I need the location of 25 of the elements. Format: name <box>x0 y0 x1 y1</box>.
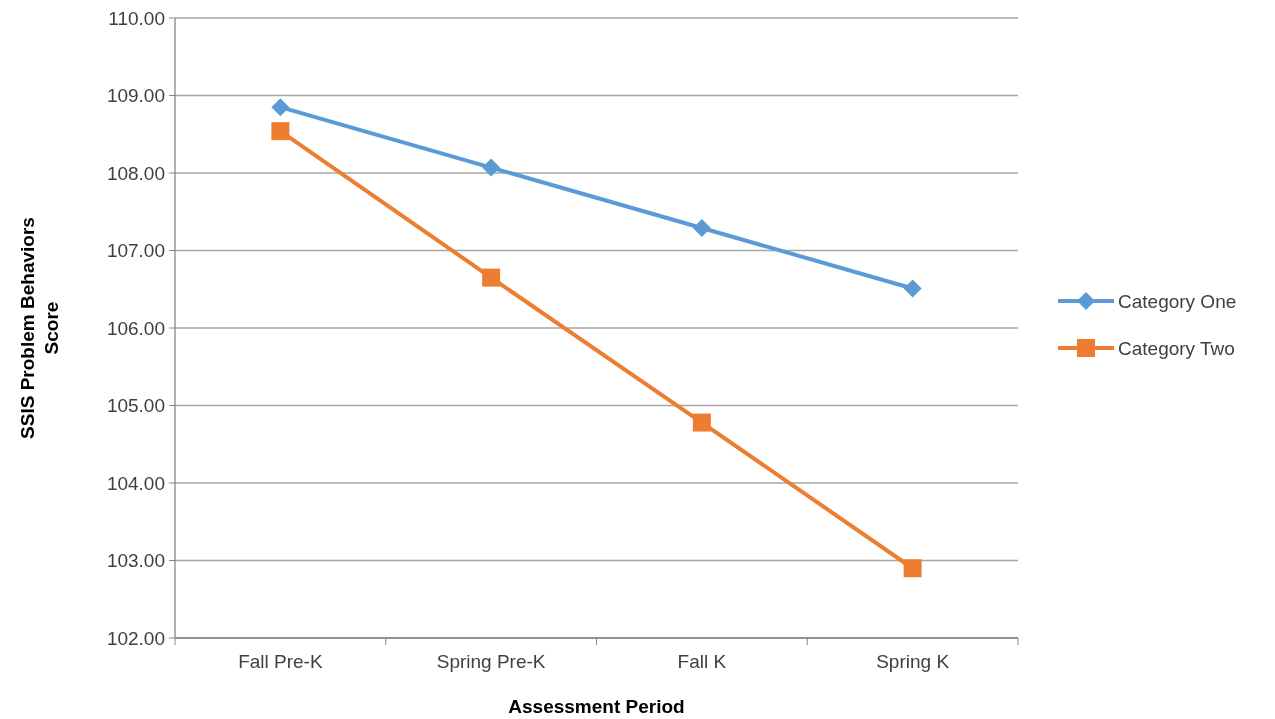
y-tick-label: 102.00 <box>106 627 165 649</box>
y-tick-label: 109.00 <box>106 85 165 107</box>
y-tick-label: 108.00 <box>106 162 165 184</box>
x-axis-title: Assessment Period <box>508 696 685 717</box>
x-tick-label: Spring K <box>876 651 950 672</box>
legend-label: Category Two <box>1118 337 1235 359</box>
point <box>482 158 501 177</box>
y-tick-label: 105.00 <box>106 395 165 417</box>
y-tick-label: 104.00 <box>106 472 165 494</box>
y-tick-label: 106.00 <box>106 317 165 339</box>
legend-label: Category One <box>1118 290 1237 312</box>
point <box>482 268 501 287</box>
point <box>903 559 922 578</box>
y-axis-title: SSIS Problem Behaviors Score <box>17 217 62 439</box>
y-tick-label: 103.00 <box>106 550 165 572</box>
x-tick-label: Spring Pre-K <box>436 651 546 672</box>
x-tick-label: Fall K <box>677 651 727 672</box>
point <box>271 122 290 141</box>
y-tick-label: 107.00 <box>106 240 165 262</box>
point <box>903 279 922 298</box>
point <box>692 219 711 238</box>
y-tick-label: 110.00 <box>108 7 165 29</box>
point <box>692 413 711 432</box>
x-tick-label: Fall Pre-K <box>238 651 323 672</box>
point <box>271 98 290 117</box>
